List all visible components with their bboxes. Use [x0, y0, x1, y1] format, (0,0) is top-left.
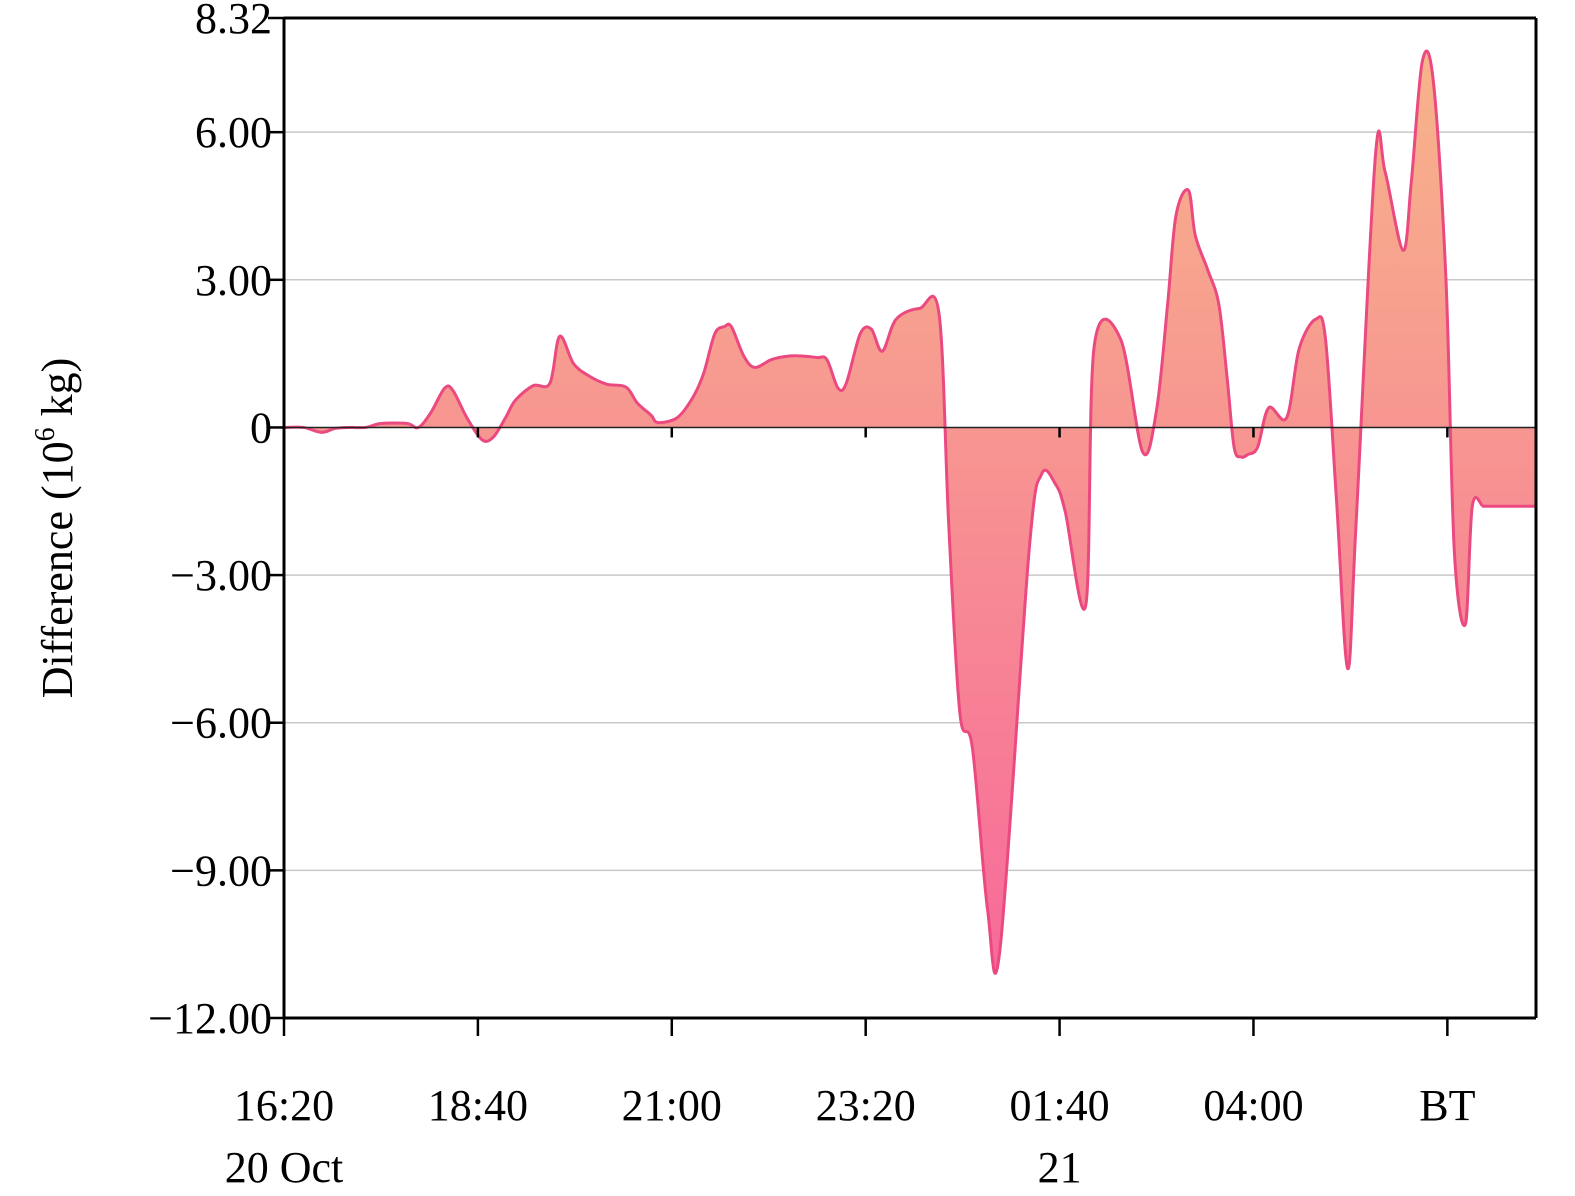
x-tick-label: 16:20 — [234, 1081, 334, 1130]
y-tick-label: −9.00 — [170, 846, 272, 895]
y-tick-label: −12.00 — [148, 994, 272, 1043]
y-tick-label: −3.00 — [170, 551, 272, 600]
x-tick-label: 23:20 — [816, 1081, 916, 1130]
x-tick-label: 18:40 — [428, 1081, 528, 1130]
x-tick-sublabel: 21 — [1038, 1143, 1082, 1192]
y-tick-label: −6.00 — [170, 699, 272, 748]
x-tick-label: BT — [1419, 1081, 1475, 1130]
y-tick-label: 6.00 — [195, 108, 272, 157]
y-axis-ticks: 8.32 6.00 3.00 0 −3.00 −6.00 −9.00 −12.00 — [148, 0, 284, 1043]
area-series — [284, 49, 1536, 975]
y-tick-label: 0 — [250, 403, 272, 452]
y-axis-title-main: Difference (10 — [33, 441, 82, 698]
area-fill — [284, 50, 1536, 974]
x-axis-ticks: 16:20 20 Oct 18:40 21:00 23:20 01:40 21 04:00 BT — [225, 427, 1476, 1192]
gridlines — [284, 131, 1536, 872]
y-axis-title-sup: 6 — [30, 427, 61, 441]
x-tick-label: 01:40 — [1009, 1081, 1109, 1130]
y-tick-label: 8.32 — [195, 0, 272, 43]
series-line — [284, 49, 1536, 975]
axes — [282, 16, 1538, 1020]
x-tick-label: 21:00 — [622, 1081, 722, 1130]
y-axis-title: Difference (106 kg) — [30, 358, 82, 699]
x-tick-label: 04:00 — [1203, 1081, 1303, 1130]
y-tick-label: 3.00 — [195, 256, 272, 305]
x-tick-sublabel: 20 Oct — [225, 1143, 344, 1192]
y-axis-title-unit: kg) — [33, 358, 82, 428]
